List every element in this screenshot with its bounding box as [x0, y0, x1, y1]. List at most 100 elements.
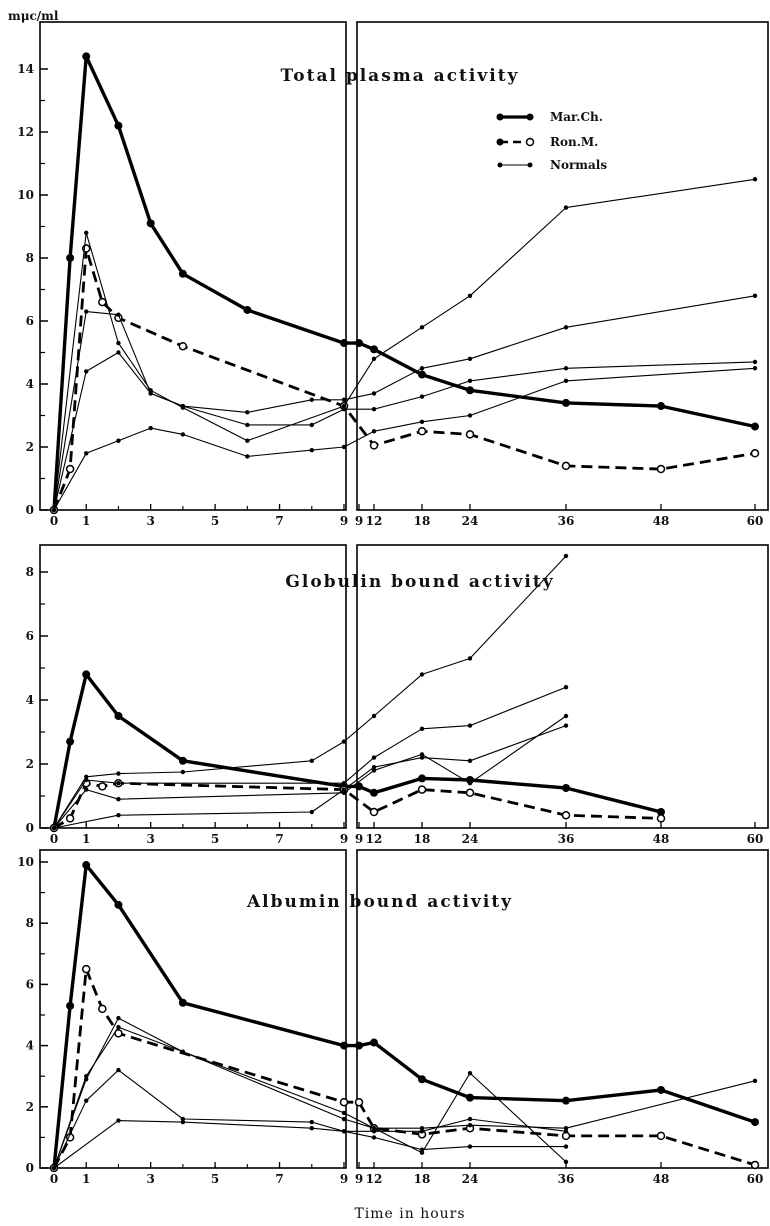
- series-line-normal-3: [53, 1026, 567, 1169]
- data-point: [66, 254, 75, 262]
- data-point: [84, 777, 89, 783]
- data-point: [657, 808, 665, 816]
- data-point: [467, 1122, 473, 1128]
- data-point: [178, 756, 187, 765]
- y-tick-label: 0: [26, 503, 34, 517]
- x-tick-label: 1: [82, 832, 90, 846]
- series-line-march: [52, 672, 662, 829]
- data-point: [82, 52, 91, 61]
- y-tick-label: 4: [26, 377, 34, 391]
- data-point: [466, 1093, 474, 1102]
- legend-item-ronm: Ron.M.: [496, 135, 598, 149]
- data-point: [98, 297, 107, 307]
- plot-frame-left: [39, 849, 347, 1169]
- data-point: [341, 1129, 347, 1134]
- y-tick-label: 6: [26, 629, 34, 643]
- x-tick-label: 0: [50, 832, 58, 846]
- data-point: [419, 672, 425, 677]
- data-point: [116, 350, 121, 355]
- series-line-normal-4: [53, 715, 567, 829]
- series-line-ronm: [52, 967, 756, 1169]
- series-line-normal-2: [53, 1017, 756, 1169]
- x-tick-label: 7: [275, 832, 283, 846]
- data-point: [657, 402, 665, 411]
- data-point: [465, 788, 475, 798]
- data-point: [562, 1096, 570, 1105]
- x-tick-label: 9: [340, 1172, 348, 1186]
- data-point: [467, 781, 473, 786]
- data-point: [116, 771, 121, 776]
- x-tick-label: 36: [558, 1172, 575, 1186]
- data-point: [419, 419, 425, 424]
- data-point: [563, 1159, 569, 1165]
- data-point: [66, 737, 75, 746]
- x-tick-label: 9: [340, 832, 348, 846]
- data-point: [370, 788, 378, 797]
- data-point: [419, 1147, 425, 1152]
- data-point: [371, 1135, 377, 1140]
- x-tick-label: 3: [146, 514, 154, 528]
- panel-title: Total plasma activity: [281, 66, 520, 86]
- data-point: [180, 1116, 186, 1122]
- legend-marker: [526, 113, 534, 121]
- data-point: [51, 1165, 57, 1171]
- data-point: [116, 312, 121, 317]
- x-tick-label: 7: [275, 1172, 283, 1186]
- data-point: [419, 394, 425, 399]
- x-tick-label: 12: [366, 1172, 383, 1186]
- series-line-march: [52, 54, 756, 511]
- data-point: [467, 356, 473, 361]
- y-tick-label: 2: [26, 1100, 34, 1114]
- y-tick-label: 4: [26, 693, 34, 707]
- data-point: [371, 391, 377, 396]
- data-point: [750, 1160, 760, 1170]
- data-point: [371, 713, 377, 719]
- x-tick-label: 1: [82, 514, 90, 528]
- y-tick-label: 14: [17, 62, 34, 76]
- x-tick-label: 60: [747, 832, 764, 846]
- data-point: [370, 1038, 378, 1047]
- y-tick-label: 10: [17, 855, 34, 869]
- panel-title: Albumin bound activity: [246, 892, 513, 912]
- data-point: [114, 712, 123, 720]
- series-line-normal-4: [53, 351, 756, 511]
- data-point: [178, 269, 187, 278]
- data-point: [371, 429, 377, 434]
- data-point: [417, 785, 427, 794]
- data-point: [467, 413, 473, 418]
- data-point: [561, 461, 571, 471]
- plot-frame-right: [356, 544, 769, 829]
- data-point: [371, 768, 377, 773]
- x-tick-label: 9: [355, 514, 363, 528]
- data-point: [341, 781, 347, 786]
- data-point: [116, 438, 121, 443]
- data-point: [245, 422, 250, 428]
- data-point: [419, 1126, 425, 1131]
- data-point: [467, 293, 473, 298]
- x-tick-label: 9: [340, 514, 348, 528]
- data-point: [146, 219, 155, 228]
- y-unit-label: mμc/ml: [8, 9, 59, 23]
- x-tick-label: 5: [211, 1172, 219, 1186]
- data-point: [752, 1078, 758, 1083]
- x-tick-label: 3: [146, 832, 154, 846]
- data-point: [355, 339, 363, 348]
- data-point: [563, 1126, 569, 1131]
- data-point: [656, 1131, 666, 1141]
- legend-marker: [525, 137, 535, 147]
- data-point: [98, 782, 107, 791]
- x-tick-label: 60: [747, 1172, 764, 1186]
- legend-label: Mar.Ch.: [550, 110, 603, 124]
- x-tick-label: 24: [462, 832, 479, 846]
- data-point: [116, 797, 121, 802]
- data-point: [656, 464, 666, 474]
- x-tick-label: 0: [50, 514, 58, 528]
- data-point: [752, 366, 758, 371]
- data-point: [467, 1070, 473, 1076]
- legend-label: Normals: [550, 158, 607, 172]
- x-tick-label: 1: [82, 1172, 90, 1186]
- data-point: [84, 230, 89, 235]
- legend-item-normals: Normals: [497, 158, 607, 172]
- plot-frame-right: [356, 849, 769, 1169]
- x-tick-label: 36: [558, 832, 575, 846]
